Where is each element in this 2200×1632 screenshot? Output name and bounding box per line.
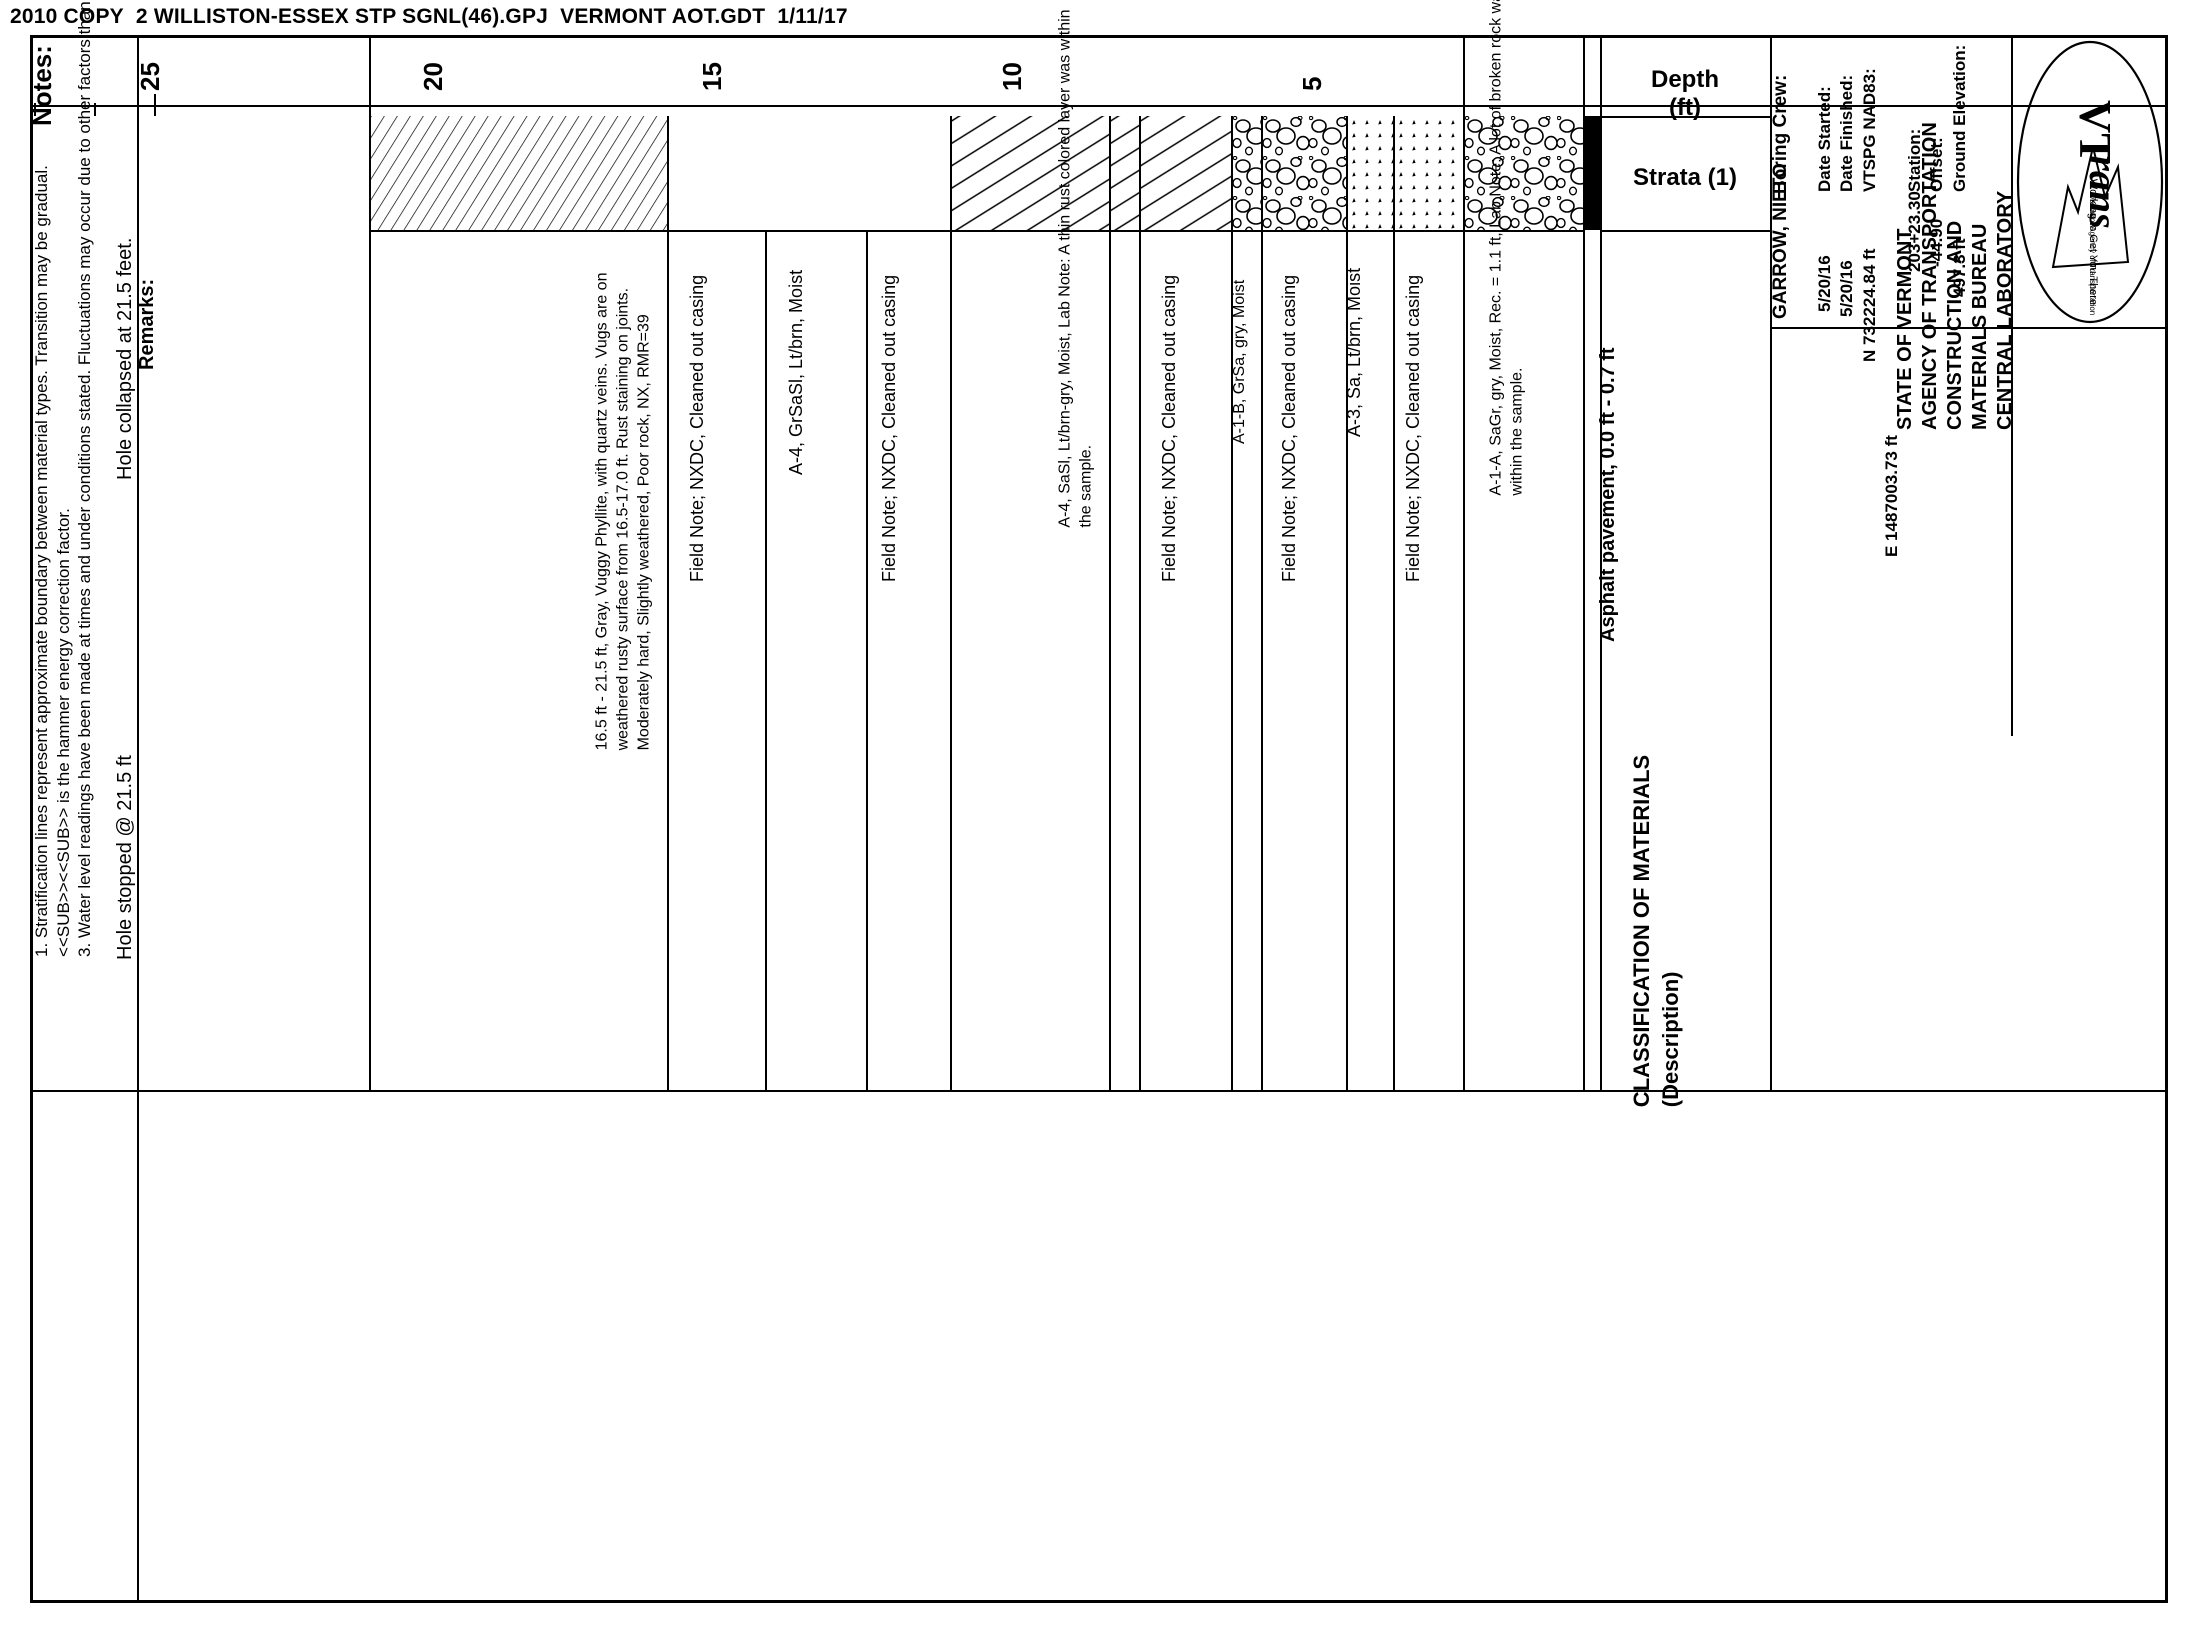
svg-text:Vermont Agency of Transportati: Vermont Agency of Transportation xyxy=(2088,195,2097,316)
